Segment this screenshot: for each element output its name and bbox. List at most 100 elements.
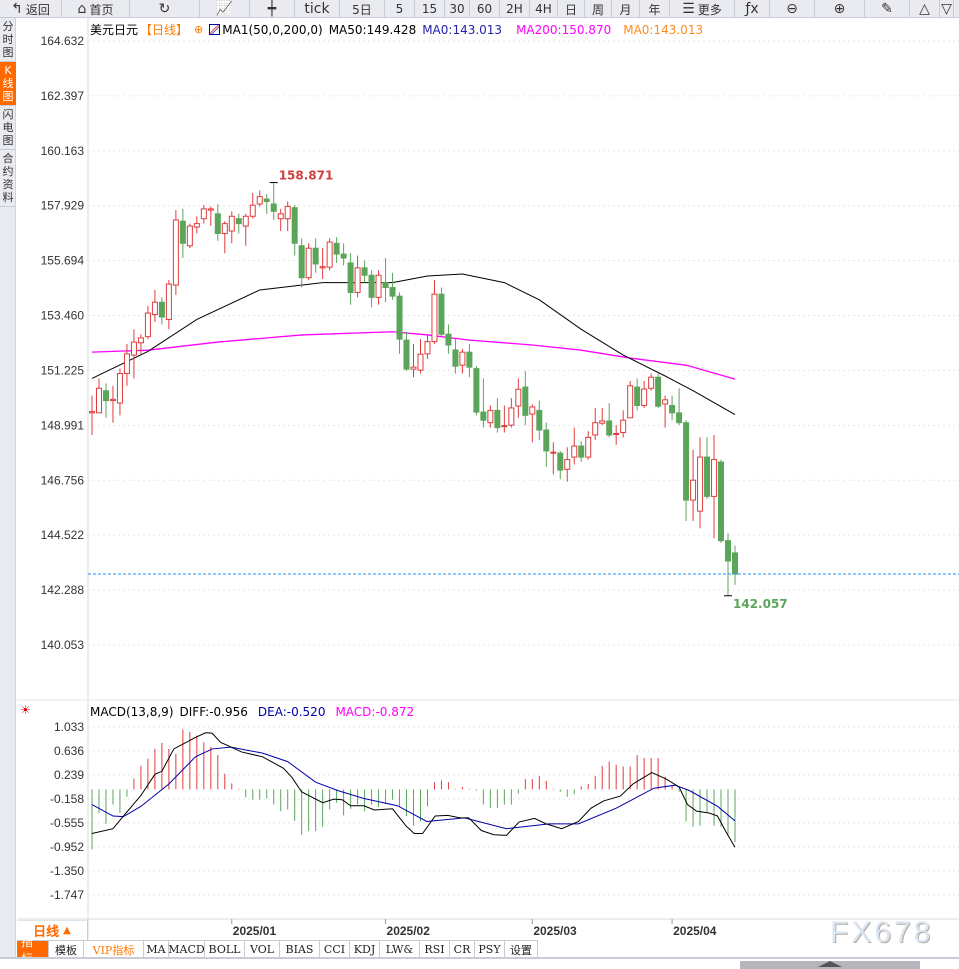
candle-body	[424, 341, 431, 355]
toolbar-button-candlestick[interactable]: ┿	[250, 0, 295, 18]
toolbar-button-日[interactable]: 日	[558, 0, 585, 18]
scrollbar-thumb[interactable]	[740, 961, 920, 969]
side-tab-2[interactable]: 闪电图	[0, 106, 16, 150]
candle	[557, 450, 564, 480]
candle	[165, 280, 172, 330]
zoom-out-icon: ⊖	[786, 1, 798, 17]
toolbar-button-line-chart[interactable]: 📈	[200, 0, 250, 18]
toolbar-button-5[interactable]: 5	[385, 0, 415, 18]
line-chart-icon: 📈	[215, 1, 234, 17]
toolbar-button-更多[interactable]: ☰ 更多	[670, 0, 735, 18]
candle-body	[137, 337, 144, 344]
side-tab-1[interactable]: K线图	[0, 62, 16, 106]
period-label: 【日线】	[140, 23, 189, 37]
indicator-tab-psy[interactable]: PSY	[475, 941, 505, 958]
indicator-tab-kdj[interactable]: KDJ	[350, 941, 380, 958]
toolbar-button-年[interactable]: 年	[640, 0, 670, 18]
toolbar-button-zoom-out[interactable]: ⊖	[770, 0, 815, 18]
candle	[151, 289, 158, 322]
macd-tick-label: -0.158	[50, 792, 84, 806]
candle-body	[620, 419, 627, 434]
toolbar-button-15[interactable]: 15	[415, 0, 445, 18]
toolbar-button-triangle-down[interactable]: ▽	[940, 0, 954, 18]
toolbar-button-月[interactable]: 月	[612, 0, 640, 18]
candle	[396, 292, 403, 354]
indicator-tab-bias[interactable]: BIAS	[280, 941, 320, 958]
candle	[249, 192, 256, 219]
candle	[718, 459, 725, 544]
candle-body	[263, 198, 270, 203]
price-tick-label: 164.632	[41, 34, 85, 48]
fx-icon: ƒx	[745, 1, 759, 17]
candle	[466, 344, 473, 378]
candle	[725, 533, 732, 596]
indicator-tab-模板[interactable]: 模板	[49, 941, 84, 958]
indicator-chart-icon[interactable]	[209, 24, 221, 35]
indicator-tab-cci[interactable]: CCI	[320, 941, 350, 958]
candle-body	[382, 282, 389, 289]
indicator-tab-vol[interactable]: VOL	[245, 941, 280, 958]
candle	[543, 422, 550, 467]
indicator-tab-ma[interactable]: MA	[144, 941, 169, 958]
candle-body	[529, 406, 536, 415]
candle-body	[550, 451, 557, 454]
toolbar-button-tick[interactable]: tick	[295, 0, 340, 18]
low-price-label: 142.057	[733, 597, 788, 611]
toolbar-button-pen[interactable]: ✎	[865, 0, 910, 18]
toolbar-button-triangle-up[interactable]: △	[910, 0, 940, 18]
candle	[494, 398, 501, 433]
candle-body	[95, 387, 102, 414]
toolbar-button-label: 5日	[352, 2, 372, 17]
toolbar-button-60[interactable]: 60	[470, 0, 500, 18]
toolbar-button-fx[interactable]: ƒx	[735, 0, 770, 18]
indicator-tab-boll[interactable]: BOLL	[205, 941, 245, 958]
candle	[459, 348, 466, 374]
indicator-tab-设置[interactable]: 设置	[505, 941, 538, 958]
candle-body	[613, 432, 620, 435]
toolbar-button-周[interactable]: 周	[585, 0, 612, 18]
candle	[669, 395, 676, 421]
macd-settings-icon[interactable]: ☀	[20, 703, 31, 717]
candle	[417, 339, 424, 374]
candle-body	[277, 213, 284, 220]
toolbar-button-首页[interactable]: ⌂ 首页	[62, 0, 130, 18]
indicator-tab-macd[interactable]: MACD	[168, 941, 205, 958]
indicator-tab-lw&[interactable]: LW&	[380, 941, 420, 958]
toolbar-button-2H[interactable]: 2H	[500, 0, 530, 18]
diff-line	[91, 732, 736, 848]
candle-body	[291, 207, 298, 244]
toolbar-button-30[interactable]: 30	[445, 0, 470, 18]
toolbar-button-label: 首页	[89, 2, 114, 17]
side-tab-0[interactable]: 分时图	[0, 18, 16, 62]
indicator-tab-rsi[interactable]: RSI	[420, 941, 450, 958]
candle	[158, 297, 165, 325]
toolbar-button-label: 2H	[506, 2, 523, 16]
candle	[242, 213, 249, 246]
candle	[284, 201, 291, 232]
refresh-icon: ↻	[158, 1, 171, 17]
side-tab-3[interactable]: 合约资料	[0, 150, 16, 207]
crosshair-target-icon[interactable]: ⊕	[194, 23, 204, 36]
toolbar-button-5日[interactable]: 5日	[340, 0, 385, 18]
toolbar-button-4H[interactable]: 4H	[530, 0, 558, 18]
toolbar-button-refresh[interactable]: ↻	[130, 0, 200, 18]
candle	[662, 395, 669, 428]
candlestick-icon: ┿	[267, 1, 277, 17]
horizontal-scrollbar[interactable]	[0, 957, 959, 969]
candle-body	[585, 436, 592, 458]
toolbar-button-zoom-in[interactable]: ⊕	[815, 0, 865, 18]
toolbar-button-返回[interactable]: ↰ 返回	[0, 0, 62, 18]
indicator-tab-vip指标[interactable]: VIP指标	[84, 941, 144, 958]
period-selector[interactable]: 日线 ▲	[17, 920, 88, 940]
macd-tick-label: -1.747	[50, 888, 84, 902]
toolbar-button-label: 60	[476, 2, 493, 16]
indicator-tab-指标[interactable]: 指标	[17, 935, 49, 966]
candle-body	[123, 353, 130, 375]
candle	[438, 287, 445, 337]
indicator-tab-cr[interactable]: CR	[450, 941, 475, 958]
price-tick-label: 153.460	[41, 309, 85, 323]
candle-body	[431, 293, 438, 343]
high-price-label: 158.871	[279, 169, 334, 183]
candle	[529, 404, 536, 443]
